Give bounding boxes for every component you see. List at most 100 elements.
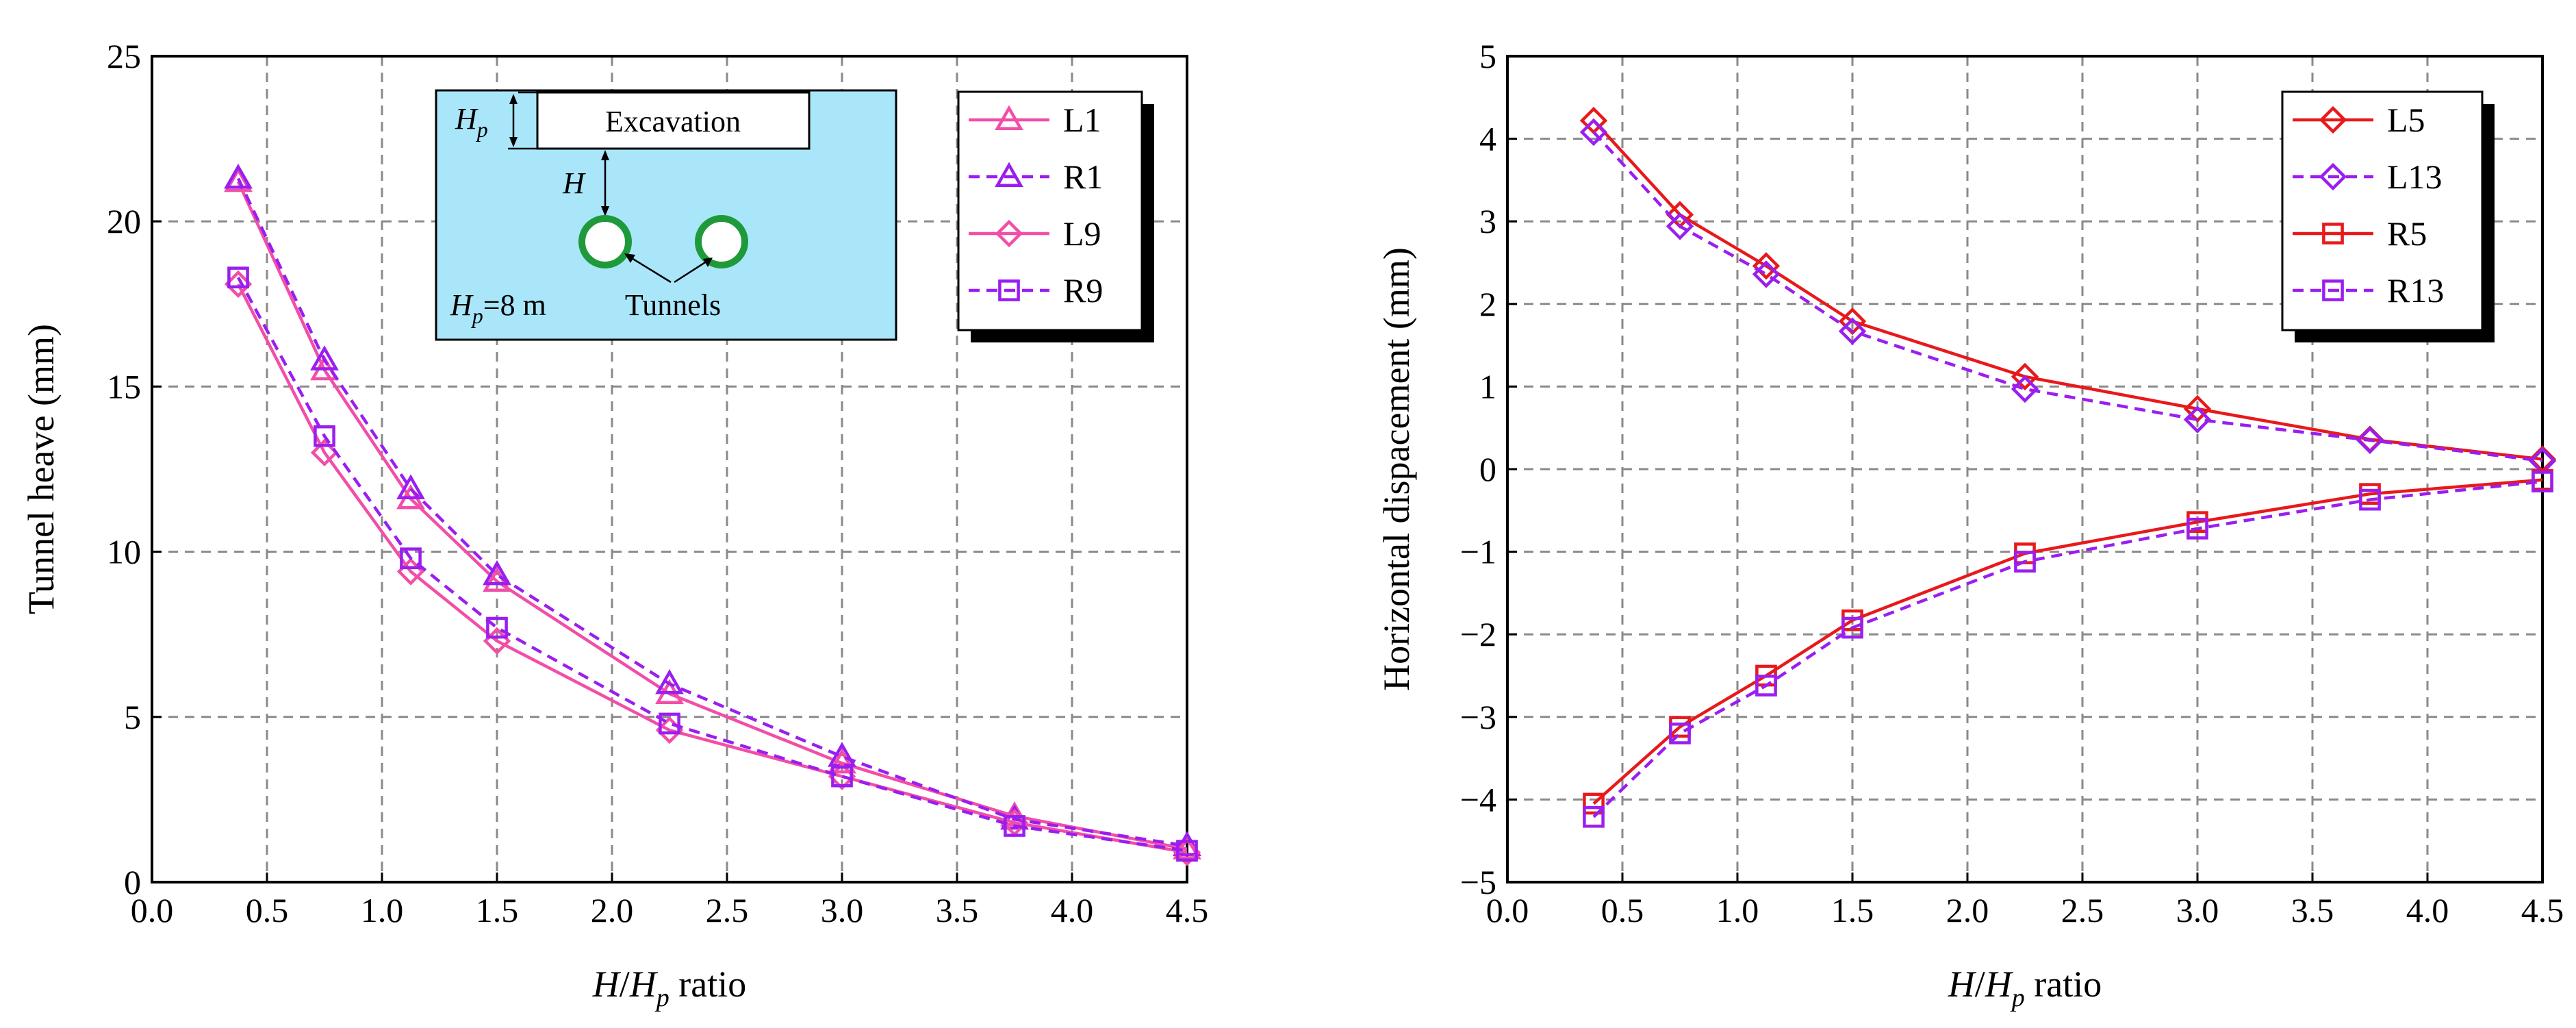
data-point-L5 [2011, 362, 2039, 391]
x-tick-label: 4.5 [2521, 891, 2564, 929]
data-point-R1 [1173, 831, 1201, 856]
data-point-L5 [1838, 307, 1867, 336]
series-R13 [1583, 471, 2553, 828]
legend-marker [2319, 162, 2347, 191]
legend-item-R13: R13 [2293, 271, 2444, 310]
series-line-L13 [1592, 131, 2543, 463]
y-tick-label: 25 [107, 37, 141, 75]
data-point-R13 [2532, 471, 2553, 492]
series-line-R9 [237, 277, 1188, 853]
left-tunnel-icon [578, 215, 632, 268]
series-line-R1 [236, 177, 1188, 848]
legend-item-R5: R5 [2293, 214, 2427, 253]
y-tick-label: 2 [1479, 285, 1496, 323]
y-tick-label: −1 [1460, 533, 1496, 571]
h-symbol: H [562, 166, 586, 200]
x-tick-label: 1.0 [361, 891, 404, 929]
h-arrow-down [601, 206, 609, 216]
series-R9 [227, 266, 1198, 862]
right-tunnel-icon [695, 215, 748, 268]
x-tick-label: 3.0 [2176, 891, 2219, 929]
series-L9 [224, 270, 1201, 866]
data-point-R1 [396, 474, 425, 499]
data-point-L13 [1579, 118, 1608, 147]
series-R5 [1583, 468, 2553, 815]
excavation-label: Excavation [605, 105, 741, 138]
x-tick-label: 3.5 [936, 891, 979, 929]
legend-item-L13: L13 [2293, 158, 2443, 196]
data-point-L1 [224, 166, 253, 192]
y-tick-label: −3 [1460, 698, 1496, 736]
data-point-R1 [483, 560, 511, 586]
data-point-R9 [659, 712, 680, 735]
x-tick-label: 0.5 [246, 891, 289, 929]
series-line-L5 [1592, 119, 2543, 461]
legend-item-L1: L1 [969, 101, 1101, 139]
data-point-R13 [1755, 675, 1777, 697]
x-axis-label: H/Hp ratio [592, 964, 746, 1012]
series-group [224, 163, 1201, 866]
x-tick-label: 0.0 [1486, 891, 1529, 929]
data-point-L13 [2356, 426, 2384, 454]
legend-marker [2322, 279, 2344, 301]
y-axis-label: Horizontal dispacement (mm) [1376, 247, 1417, 691]
legend-box [957, 90, 1143, 331]
legend-box [2281, 90, 2484, 331]
data-point-R9 [486, 616, 508, 639]
excavation-box [536, 91, 811, 150]
legend-marker [995, 105, 1023, 130]
x-tick-label: 2.5 [706, 891, 749, 929]
legend-label: R9 [1063, 271, 1103, 310]
data-point-R13 [1841, 616, 1863, 639]
y-tick-label: 5 [124, 698, 141, 736]
series-line-L9 [236, 283, 1188, 854]
data-point-R13 [1583, 805, 1605, 828]
x-tick-label: 4.0 [1051, 891, 1094, 929]
x-tick-label: 0.0 [131, 891, 174, 929]
x-tick-label: 4.0 [2406, 891, 2449, 929]
data-point-L13 [2011, 375, 2039, 403]
legend-label: L1 [1063, 101, 1101, 139]
data-point-R1 [224, 163, 253, 189]
data-point-R9 [1176, 840, 1198, 862]
legend-marker [998, 279, 1020, 301]
legend-label: R13 [2387, 271, 2444, 310]
legend-item-L5: L5 [2293, 101, 2425, 139]
y-tick-label: −4 [1460, 780, 1496, 818]
y-axis-label: Tunnel heave (mm) [21, 324, 62, 614]
x-tick-label: 2.5 [2061, 891, 2104, 929]
y-tick-label: −2 [1460, 615, 1496, 653]
tunnel-arrow-right [674, 259, 709, 284]
axis-ticks: 0.0 0.5 1.0 1.5 2.0 2.5 3.0 3.5 4.0 4.5 −5 −4 −3 −2 −1… [1460, 37, 2564, 929]
inset-schematic: Excavation Hp H Tunnels Hp=8 m [435, 89, 897, 341]
data-point-R9 [314, 425, 335, 447]
y-tick-label: 4 [1479, 120, 1496, 158]
series-line-L1 [236, 181, 1188, 851]
hp-arrow-up [509, 94, 518, 104]
legend-item-L9: L9 [969, 214, 1101, 253]
x-axis-label: H/Hp ratio [1948, 964, 2102, 1012]
legend-label: L13 [2387, 158, 2443, 196]
tunnel-heave-chart: 0.0 0.5 1.0 1.5 2.0 2.5 3.0 3.5 4.0 4.5 0 5 10 15 20 25… [21, 37, 1208, 1012]
legend-label: L9 [1063, 214, 1101, 253]
legend-marker [995, 162, 1023, 187]
data-point-R1 [310, 345, 339, 371]
legend-marker [2322, 223, 2344, 245]
y-tick-label: 1 [1479, 367, 1496, 405]
hp-arrow-down [509, 137, 518, 147]
data-point-R9 [831, 765, 853, 788]
x-tick-label: 2.0 [1946, 891, 1989, 929]
legend-label: L5 [2387, 101, 2425, 139]
y-tick-label: 0 [1479, 450, 1496, 488]
legend-item-R9: R9 [969, 271, 1103, 310]
y-tick-label: −5 [1460, 863, 1496, 901]
x-tick-label: 1.5 [1831, 891, 1874, 929]
x-tick-label: 1.0 [1716, 891, 1759, 929]
x-tick-label: 3.0 [821, 891, 864, 929]
legend: L5 L13 R5 R13 [2281, 90, 2495, 342]
legend-marker [995, 219, 1023, 248]
tunnel-arrow-left [628, 255, 672, 284]
data-point-L13 [1838, 317, 1867, 345]
data-point-R9 [227, 266, 249, 289]
